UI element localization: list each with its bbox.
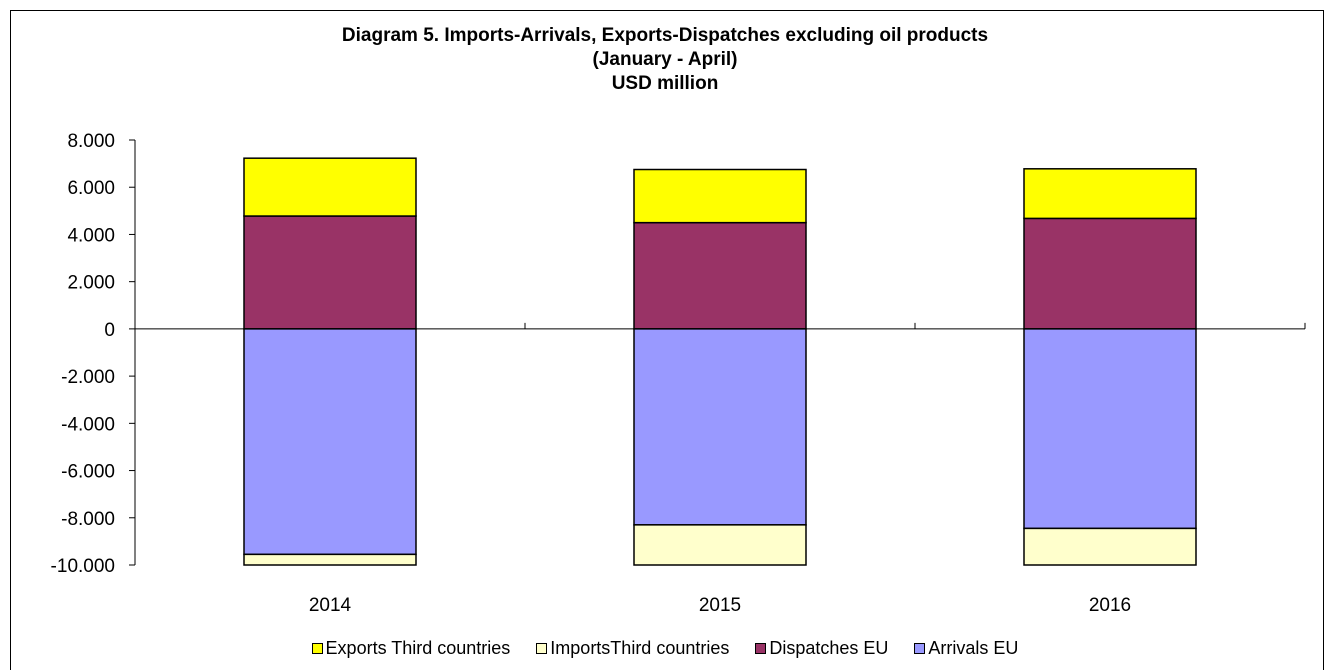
x-tick-label-2014: 2014 (309, 595, 352, 616)
legend-item: Arrivals EU (914, 638, 1018, 659)
x-tick-label-2016: 2016 (1089, 595, 1131, 616)
chart-subtitle: (January - April) (592, 49, 738, 70)
legend-swatch (311, 642, 323, 654)
bar-dispatches-eu-2016 (1023, 217, 1197, 330)
y-tick-label: -4.000 (61, 414, 115, 435)
bar-dispatches-eu-2014 (243, 215, 417, 330)
y-tick-label: 8.000 (67, 131, 115, 152)
legend-item: Exports Third countries (311, 637, 511, 659)
legend-label: Dispatches EU (769, 637, 889, 658)
legend-label: Exports Third countries (325, 637, 511, 658)
chart-title-block: Diagram 5. Imports-Arrivals, Exports-Dis… (0, 24, 1330, 96)
legend-item: Dispatches EU (755, 638, 888, 659)
legend-swatch (536, 642, 548, 654)
legend-item: ImportsThird countries (536, 638, 729, 659)
bar-importsthird-countries-2016 (1023, 527, 1197, 566)
bar-arrivals-eu-2014 (243, 328, 417, 556)
y-tick-label: 6.000 (67, 178, 115, 199)
legend-label: ImportsThird countries (550, 637, 730, 658)
y-tick-label: 4.000 (67, 225, 115, 246)
y-tick-label: -10.000 (51, 556, 115, 577)
chart-unit-label: USD million (611, 73, 719, 94)
bar-dispatches-eu-2015 (633, 221, 807, 330)
bar-arrivals-eu-2016 (1023, 328, 1197, 530)
bar-exports-third-countries-2016 (1023, 168, 1197, 220)
y-tick-label: -6.000 (61, 462, 115, 483)
bar-importsthird-countries-2015 (633, 524, 807, 566)
bar-arrivals-eu-2015 (633, 328, 807, 526)
legend-label: Arrivals EU (928, 637, 1019, 658)
legend-swatch (755, 642, 767, 654)
bar-exports-third-countries-2015 (633, 168, 807, 224)
bar-importsthird-countries-2014 (243, 553, 417, 566)
y-tick-label: -2.000 (61, 367, 115, 388)
bar-exports-third-countries-2014 (243, 157, 417, 217)
x-tick-label-2015: 2015 (699, 595, 741, 616)
legend-swatch (914, 642, 926, 654)
legend: Exports Third countries ImportsThird coun… (0, 636, 1330, 660)
y-tick-label: 2.000 (67, 273, 115, 294)
y-tick-label: -8.000 (61, 509, 115, 530)
y-tick-label: 0 (104, 320, 115, 341)
chart-title: Diagram 5. Imports-Arrivals, Exports-Dis… (341, 25, 989, 46)
